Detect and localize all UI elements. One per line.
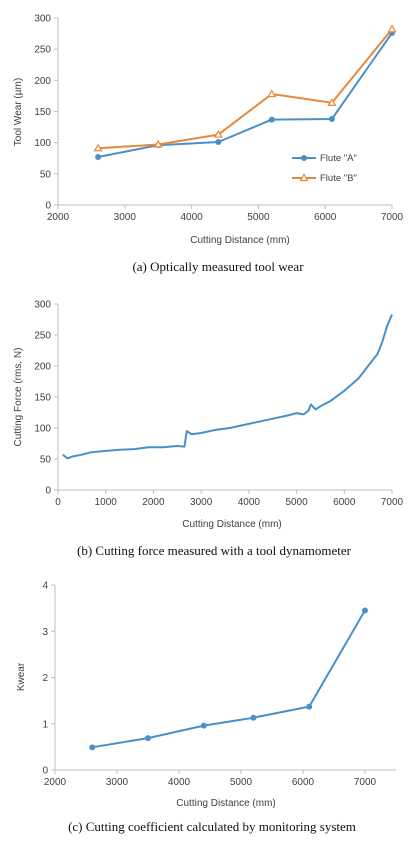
y-tick-label: 150	[34, 107, 51, 118]
y-tick-label: 2	[42, 673, 48, 684]
data-point	[267, 89, 277, 98]
data-point	[89, 744, 96, 751]
y-tick-label: 3	[42, 627, 48, 638]
y-tick-label: 250	[34, 331, 51, 342]
caption-a: (a) Optically measured tool wear	[132, 259, 304, 274]
y-axis-label: Tool Wear (µm)	[13, 78, 24, 146]
data-point	[95, 154, 102, 161]
x-tick-label: 7000	[354, 777, 377, 788]
y-tick-label: 300	[34, 14, 51, 25]
series-line-0	[92, 609, 366, 749]
data-point	[328, 115, 335, 122]
series-line-0	[97, 32, 393, 158]
legend-marker-flute-b	[299, 173, 309, 182]
x-tick-label: 5000	[285, 497, 308, 508]
y-tick-label: 0	[45, 201, 51, 212]
x-tick-label: 0	[55, 497, 61, 508]
legend-label-flute-a: Flute "A"	[320, 153, 357, 164]
x-tick-label: 2000	[44, 777, 67, 788]
x-tick-label: 3000	[114, 212, 137, 223]
data-point	[215, 139, 222, 146]
data-point	[387, 24, 397, 33]
legend-label-flute-b: Flute "B"	[320, 173, 357, 184]
x-tick-label: 6000	[292, 777, 315, 788]
y-tick-label: 200	[34, 76, 51, 87]
y-axis-label: Kwear	[16, 662, 27, 691]
x-axis-label: Cutting Distance (mm)	[182, 519, 281, 530]
y-tick-label: 100	[34, 138, 51, 149]
y-tick-label: 0	[42, 766, 48, 777]
series-line-1	[98, 28, 393, 150]
x-axis-label: Cutting Distance (mm)	[176, 798, 275, 809]
data-point	[306, 703, 313, 710]
x-tick-label: 6000	[314, 212, 337, 223]
y-tick-label: 50	[40, 169, 52, 180]
x-tick-label: 7000	[381, 497, 404, 508]
x-tick-label: 6000	[333, 497, 356, 508]
caption-b: (b) Cutting force measured with a tool d…	[77, 543, 352, 558]
data-point	[362, 607, 368, 614]
x-tick-label: 4000	[180, 212, 203, 223]
data-point	[153, 139, 163, 148]
data-point	[200, 722, 207, 729]
x-tick-label: 5000	[247, 212, 270, 223]
data-point	[145, 735, 151, 742]
y-tick-label: 300	[34, 300, 51, 311]
x-tick-label: 4000	[168, 777, 191, 788]
y-axis-label: Cutting Force (rms, N)	[13, 348, 24, 447]
x-axis-label: Cutting Distance (mm)	[190, 235, 289, 246]
x-tick-label: 2000	[47, 212, 70, 223]
x-tick-label: 7000	[381, 212, 404, 223]
legend-marker-flute-a	[301, 155, 307, 161]
y-tick-label: 0	[45, 486, 51, 497]
x-tick-label: 3000	[106, 777, 129, 788]
y-tick-label: 150	[34, 393, 51, 404]
x-tick-label: 1000	[95, 497, 118, 508]
legend: Flute "A" Flute "B"	[292, 153, 357, 184]
y-tick-label: 250	[34, 45, 51, 56]
y-tick-label: 4	[42, 581, 48, 592]
data-point	[213, 129, 223, 138]
y-tick-label: 200	[34, 362, 51, 373]
y-tick-label: 50	[40, 455, 52, 466]
y-tick-label: 100	[34, 424, 51, 435]
x-tick-label: 3000	[190, 497, 213, 508]
data-point	[93, 143, 103, 152]
data-point	[250, 714, 257, 721]
x-tick-label: 5000	[230, 777, 253, 788]
data-point	[327, 98, 337, 106]
x-tick-label: 4000	[238, 497, 261, 508]
series-line-0	[62, 314, 393, 460]
y-tick-label: 1	[42, 719, 48, 730]
x-tick-label: 2000	[142, 497, 165, 508]
chart-tool-wear: 0 50 100 150 200 250 300 2000 3000 4000 5000 6000 70…	[13, 14, 404, 275]
caption-c: (c) Cutting coefficient calculated by mo…	[68, 819, 356, 834]
data-point	[268, 116, 275, 123]
chart-kwear: 0 1 2 3 4 2000 3000 4000 5000 6000 7000 Cutting Di…	[16, 581, 396, 834]
